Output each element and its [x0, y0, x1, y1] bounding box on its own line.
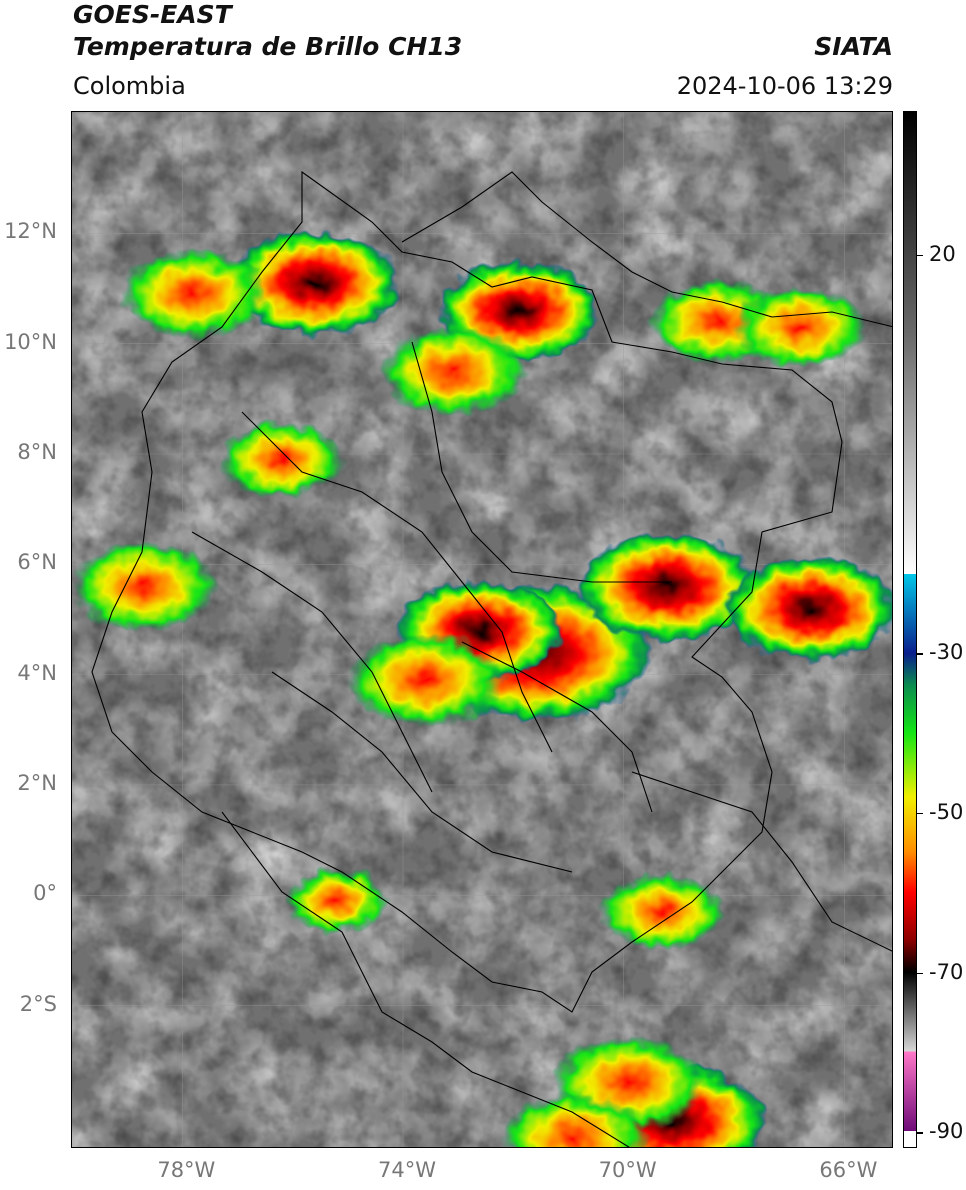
satellite-map[interactable]: [71, 111, 893, 1148]
agency-label: SIATA: [814, 32, 893, 61]
colombia-border: [91, 170, 843, 1013]
colorbar-tick: [917, 972, 923, 974]
lat-tick-label: 10°N: [4, 329, 57, 354]
lat-tick-label: 2°N: [17, 770, 57, 795]
brazil-border: [631, 771, 892, 952]
lon-tick-label: 70°W: [598, 1158, 657, 1182]
satellite-title: GOES-EAST: [73, 0, 232, 29]
lat-tick-label: 12°N: [4, 219, 57, 244]
colorbar-tick: [917, 254, 923, 257]
convective-cell: [600, 873, 724, 951]
convective-cell: [501, 1093, 647, 1147]
lat-tick-label: 0°: [33, 881, 57, 906]
region-label: Colombia: [73, 72, 186, 100]
product-title: Temperatura de Brillo CH13: [73, 32, 463, 61]
colorbar-tick: [917, 812, 923, 815]
convective-cell: [229, 231, 400, 335]
lon-tick-label: 66°W: [819, 1158, 878, 1182]
lat-tick-label: 2°S: [19, 991, 57, 1016]
internal-3: [411, 341, 672, 583]
venezuela-coast: [401, 171, 892, 328]
convective-cells: [72, 231, 892, 1147]
colorbar-label: -30: [929, 640, 964, 665]
lon-tick-label: 74°W: [378, 1158, 436, 1182]
convective-cell: [578, 532, 757, 641]
colorbar-label: 20: [929, 241, 956, 266]
colorbar-tick: [917, 1132, 923, 1134]
colorbar: [903, 111, 917, 1148]
lon-tick-label: 78°W: [157, 1158, 216, 1182]
convective-cell: [348, 633, 502, 728]
convective-cell: [121, 249, 266, 339]
internal-2: [191, 531, 433, 793]
map-canvas: [72, 112, 892, 1147]
colorbar-tick: [917, 653, 923, 655]
convective-cell: [726, 556, 892, 661]
lat-tick-label: 8°N: [17, 439, 57, 464]
peru-border: [221, 811, 630, 1147]
colorbar-label: -90: [929, 1119, 964, 1144]
colorbar-label: -70: [929, 959, 964, 984]
internal-5: [271, 671, 573, 873]
internal-4: [461, 641, 653, 813]
internal-1: [241, 411, 553, 753]
borders: [91, 170, 892, 1147]
convective-cell: [72, 541, 216, 631]
lat-tick-label: 6°N: [17, 550, 57, 575]
colorbar-label: -50: [929, 799, 964, 824]
convective-cell: [219, 421, 344, 498]
lat-tick-label: 4°N: [17, 660, 57, 685]
datetime-label: 2024-10-06 13:29: [676, 72, 893, 100]
convective-cell: [380, 326, 525, 416]
convective-cell: [285, 868, 388, 934]
convective-cell: [734, 286, 867, 368]
